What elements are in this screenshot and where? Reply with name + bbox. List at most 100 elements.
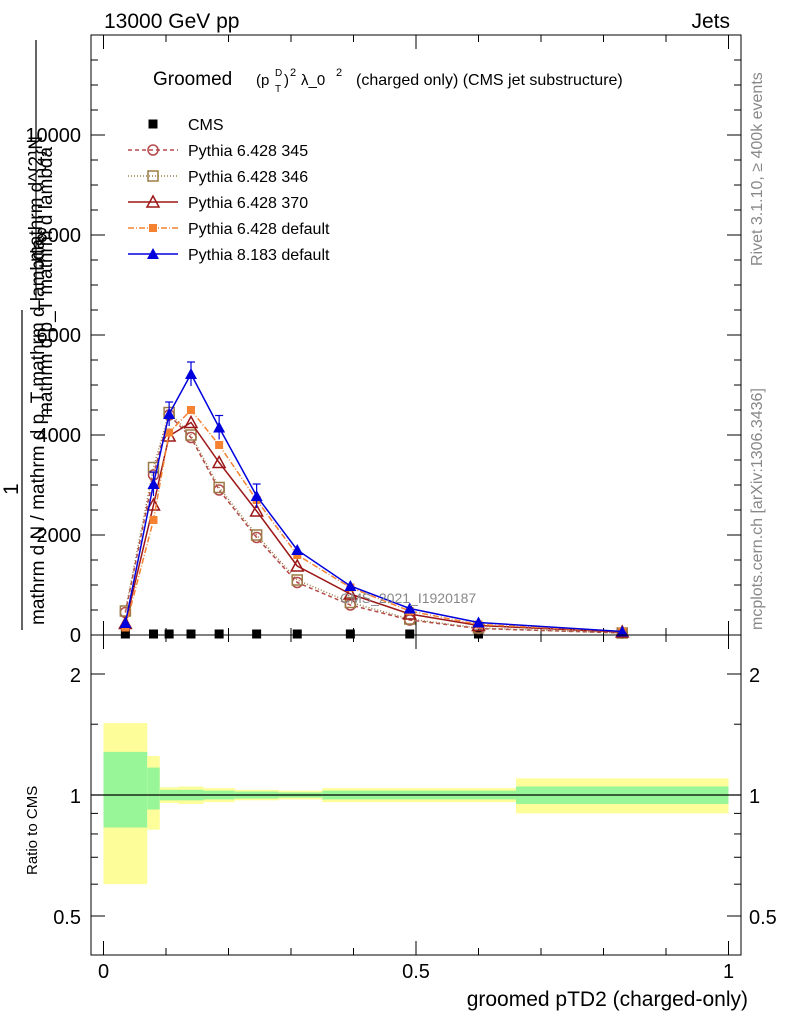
data-point-p8def bbox=[147, 478, 160, 489]
legend-marker-cms bbox=[148, 119, 158, 129]
legend-marker-p345 bbox=[147, 144, 159, 156]
legend-label: Pythia 8.183 default bbox=[188, 247, 330, 264]
data-point-p345 bbox=[213, 484, 225, 496]
energy-label: 13000 GeV pp bbox=[104, 10, 239, 33]
ratio-y-tick-label: 0.5 bbox=[53, 907, 81, 929]
legend-marker-p370 bbox=[145, 194, 161, 208]
data-point-cms bbox=[120, 629, 130, 639]
data-point-cms bbox=[214, 629, 224, 639]
title-sq: 2 bbox=[290, 67, 296, 79]
data-point-cms bbox=[405, 629, 415, 639]
data-point-p346 bbox=[250, 529, 263, 541]
ratio-frame bbox=[90, 634, 742, 956]
rivet-version-label: Rivet 3.1.10, ≥ 400k events bbox=[749, 72, 766, 266]
legend-label: Pythia 6.428 345 bbox=[188, 143, 308, 160]
ylabel-denominator-bottom: mathrm d N / mathrm d p_T mathrm d lambd… bbox=[28, 238, 49, 625]
data-point-p6def bbox=[165, 428, 174, 437]
title-sup-d: D bbox=[275, 68, 282, 79]
main-panel: 0 2000 4000 6000 8000 10000 CMS_2021_I1920187 bbox=[25, 34, 742, 647]
series-line-p346 bbox=[124, 411, 623, 634]
legend-item-p8def: Pythia 8.183 default bbox=[128, 247, 330, 264]
ratio-y-tick-label-right: 2 bbox=[749, 665, 760, 687]
data-point-p8def bbox=[213, 421, 226, 433]
data-point-p8def bbox=[403, 602, 416, 614]
data-point-p346 bbox=[291, 574, 303, 586]
data-point-p8def bbox=[616, 625, 629, 637]
x-tick-label: 0.5 bbox=[402, 961, 430, 983]
ratio-y-tick-label: 2 bbox=[70, 665, 81, 687]
ratio-band-inner bbox=[103, 751, 148, 828]
data-point-p6def bbox=[215, 441, 224, 449]
data-point-p346 bbox=[344, 596, 357, 609]
title-post: (charged only) (CMS jet substructure) bbox=[356, 72, 623, 89]
legend-marker-p346 bbox=[147, 170, 159, 182]
series-line-p370 bbox=[124, 421, 623, 633]
data-point-p8def bbox=[472, 616, 485, 628]
main-y-tick-label: 10000 bbox=[25, 125, 81, 147]
data-point-cms bbox=[252, 629, 262, 639]
data-point-p370 bbox=[249, 503, 264, 517]
legend-item-p345: Pythia 6.428 345 bbox=[128, 143, 308, 160]
main-y-tick-label: 4000 bbox=[37, 425, 82, 447]
title-sq2: 2 bbox=[336, 67, 342, 79]
data-point-p8def bbox=[344, 580, 357, 591]
ratio-y-axis-label: Ratio to CMS bbox=[24, 786, 41, 875]
data-point-cms bbox=[149, 629, 158, 639]
data-point-cms bbox=[292, 629, 302, 639]
ratio-axis-ticks: 0.5 0.5 1 1 2 2 0 0.5 1 bbox=[53, 635, 777, 983]
data-point-p8def bbox=[185, 368, 197, 379]
plot-title: Groomed (p D T ) 2 λ_0 2 (charged only) … bbox=[153, 67, 623, 95]
ylabel-denominator-top: mathrm d p_T mathrm d lambda bbox=[36, 147, 57, 418]
ylabel-numerator-one: 1 bbox=[0, 483, 23, 495]
title-sub-t: T bbox=[275, 84, 281, 95]
legend-item-p6def: Pythia 6.428 default bbox=[128, 221, 330, 238]
main-y-axis-label: mathrm d^{2}N mathrm d p_T mathrm d lamb… bbox=[0, 40, 57, 630]
data-point-p346 bbox=[213, 481, 225, 494]
ratio-y-tick-label: 1 bbox=[70, 786, 81, 808]
data-point-p6def bbox=[149, 516, 158, 524]
data-point-cms bbox=[164, 629, 174, 639]
main-y-tick-label: 2000 bbox=[37, 525, 82, 547]
main-y-tick-label: 0 bbox=[70, 625, 81, 647]
data-point-cms bbox=[345, 629, 355, 639]
data-point-cms bbox=[186, 629, 196, 639]
main-y-tick-label: 6000 bbox=[37, 325, 82, 347]
ratio-panel: 0.5 0.5 1 1 2 2 0 0.5 1 bbox=[53, 634, 777, 983]
x-axis-label: groomed pTD2 (charged-only) bbox=[467, 988, 748, 1011]
legend-label: Pythia 6.428 default bbox=[188, 221, 330, 238]
legend-marker-p8def bbox=[147, 248, 159, 259]
legend-item-p370: Pythia 6.428 370 bbox=[128, 194, 308, 212]
ratio-y-tick-label-right: 1 bbox=[749, 786, 760, 808]
data-point-p370 bbox=[343, 586, 358, 600]
data-point-p370 bbox=[211, 454, 227, 469]
legend-item-cms: CMS bbox=[148, 117, 224, 134]
legend-item-p346: Pythia 6.428 346 bbox=[128, 169, 308, 186]
main-series-layer bbox=[118, 361, 630, 639]
legend: CMS Pythia 6.428 345 Pythia 6.428 346 Pythi… bbox=[128, 117, 330, 264]
data-point-p6def bbox=[187, 406, 195, 414]
mcplots-label: mcplots.cern.ch [arXiv:1306.3436] bbox=[749, 388, 766, 630]
x-tick-label: 0 bbox=[98, 961, 109, 983]
title-lambda: λ_0 bbox=[301, 72, 325, 89]
ratio-bands bbox=[103, 723, 729, 885]
legend-label: Pythia 6.428 346 bbox=[188, 169, 308, 186]
data-point-p8def bbox=[250, 490, 263, 501]
x-tick-label: 1 bbox=[723, 961, 734, 983]
process-label: Jets bbox=[691, 10, 730, 33]
series-p8def bbox=[119, 361, 629, 637]
data-point-p8def bbox=[291, 544, 304, 555]
analysis-label: CMS_2021_I1920187 bbox=[340, 590, 476, 606]
ratio-y-tick-label-right: 0.5 bbox=[749, 907, 777, 929]
legend-marker-p6def bbox=[149, 224, 157, 232]
legend-label: Pythia 6.428 370 bbox=[188, 195, 308, 212]
legend-label: CMS bbox=[188, 117, 224, 134]
main-y-tick-label: 8000 bbox=[37, 225, 82, 247]
main-axis-ticks: 0 2000 4000 6000 8000 10000 bbox=[25, 35, 741, 647]
series-line-p345 bbox=[124, 413, 623, 634]
data-point-p8def bbox=[163, 408, 176, 419]
title-pre: Groomed bbox=[153, 69, 232, 90]
data-point-p8def bbox=[119, 617, 132, 628]
title-close: ) bbox=[284, 72, 289, 89]
data-point-p346 bbox=[185, 429, 197, 441]
